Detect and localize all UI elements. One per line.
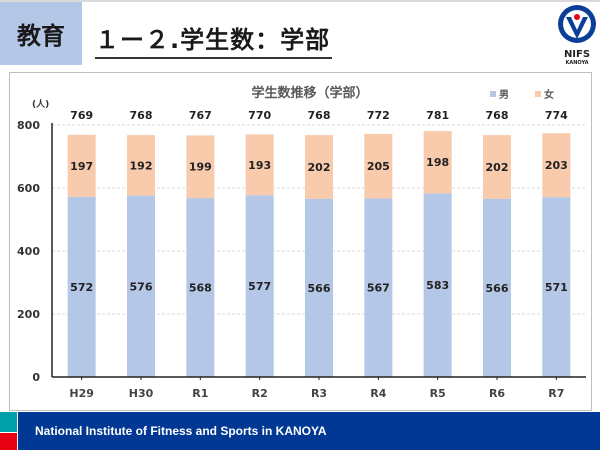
data-label: 568 — [189, 282, 212, 295]
data-label: 203 — [545, 159, 568, 172]
data-label: 205 — [367, 160, 390, 173]
data-label: 577 — [248, 280, 271, 293]
y-tick-label: 600 — [17, 182, 40, 195]
bar-male — [127, 195, 155, 377]
legend: 男女 — [490, 88, 554, 101]
x-tick-label: R6 — [489, 387, 505, 400]
bar-female — [423, 130, 452, 194]
x-tick-label: R7 — [548, 387, 564, 400]
bar-female — [67, 134, 96, 197]
footer-bar: National Institute of Fitness and Sports… — [18, 412, 600, 450]
footer-red-block — [0, 433, 17, 450]
bar-male — [542, 197, 571, 377]
bar-male — [245, 195, 274, 377]
bar-male — [305, 198, 333, 377]
y-tick-label: 200 — [17, 308, 40, 321]
data-label: 583 — [426, 279, 449, 292]
legend-swatch — [535, 91, 541, 97]
bar-male — [364, 198, 393, 377]
y-tick-label: 400 — [17, 245, 40, 258]
data-label: 566 — [308, 282, 331, 295]
bar-female — [186, 135, 215, 199]
svg-text:NIFS: NIFS — [564, 49, 590, 60]
top-divider — [0, 0, 600, 2]
total-label: 767 — [189, 109, 212, 122]
total-label: 774 — [545, 109, 568, 122]
total-label: 781 — [426, 109, 449, 122]
y-axis-unit: (人) — [32, 98, 49, 110]
total-label: 769 — [70, 109, 93, 122]
bar-male — [423, 193, 452, 377]
bar-female — [542, 133, 571, 198]
x-tick-label: H30 — [129, 387, 154, 400]
footer-teal-block — [0, 412, 17, 432]
x-tick-label: R2 — [252, 387, 268, 400]
data-label: 572 — [70, 281, 93, 294]
total-label: 772 — [367, 109, 390, 122]
total-label: 768 — [486, 109, 509, 122]
footer-text: National Institute of Fitness and Sports… — [35, 424, 327, 438]
svg-text:KANOYA: KANOYA — [565, 60, 588, 65]
data-label: 576 — [130, 280, 153, 293]
legend-swatch — [490, 91, 496, 97]
bar-male — [186, 198, 215, 377]
bar-male — [483, 198, 511, 377]
bar-female — [127, 135, 155, 196]
data-label: 566 — [486, 282, 509, 295]
chart-panel: 学生数推移（学部） (人) 男女 0 200 400 600 800 572 197 769 H… — [9, 72, 592, 411]
category-label: 教育 — [0, 2, 82, 65]
y-tick-label: 0 — [32, 371, 40, 384]
x-tick-label: R3 — [311, 387, 327, 400]
bar-female — [245, 134, 274, 196]
bar-female — [364, 133, 393, 199]
data-label: 193 — [248, 159, 271, 172]
data-label: 192 — [130, 159, 153, 172]
y-tick-label: 800 — [17, 119, 40, 132]
x-tick-label: R5 — [430, 387, 446, 400]
chart-title: 学生数推移（学部） — [251, 85, 368, 101]
data-label: 202 — [308, 161, 331, 174]
page-title: １ー２.学生数：学部 — [95, 20, 333, 59]
total-label: 768 — [130, 109, 153, 122]
legend-label: 男 — [499, 89, 509, 101]
data-label: 202 — [486, 161, 509, 174]
x-tick-label: H29 — [69, 387, 94, 400]
bar-female — [483, 135, 511, 199]
bar-male — [67, 196, 96, 377]
legend-label: 女 — [544, 88, 554, 101]
data-label: 571 — [545, 281, 568, 294]
total-label: 768 — [308, 109, 331, 122]
nifs-logo: NIFS KANOYA — [558, 5, 596, 65]
data-label: 198 — [426, 156, 449, 169]
data-label: 567 — [367, 282, 390, 295]
data-label: 199 — [189, 161, 212, 174]
total-label: 770 — [248, 109, 271, 122]
data-label: 197 — [70, 160, 93, 173]
stacked-bar-chart: 学生数推移（学部） (人) 男女 0200400600800572197769H… — [17, 85, 586, 400]
bar-female — [305, 135, 333, 199]
x-tick-label: R1 — [192, 387, 208, 400]
x-tick-label: R4 — [370, 387, 386, 400]
